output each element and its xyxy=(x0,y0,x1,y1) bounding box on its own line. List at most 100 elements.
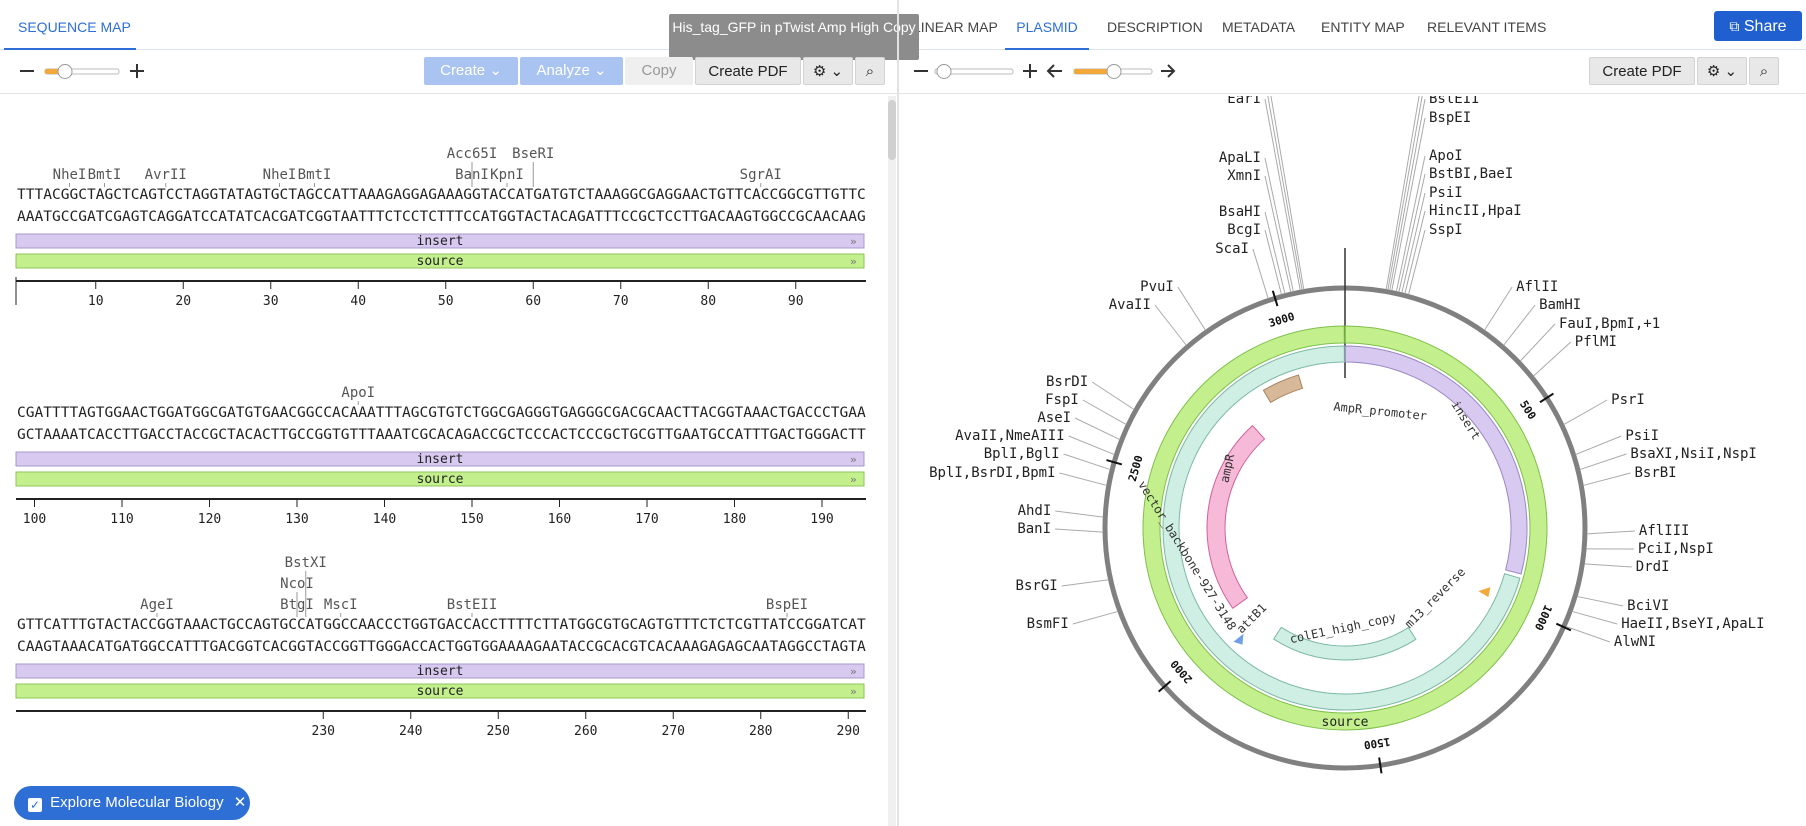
sequence-bottom-strand[interactable]: AAATGCCGATCGAGTCAGGATCCATATCACGATCGGTAAT… xyxy=(17,209,866,225)
sequence-scrollbar[interactable] xyxy=(888,96,896,826)
share-button[interactable]: ⧉ Share xyxy=(1714,11,1802,41)
checkbox-icon[interactable]: ✓ xyxy=(28,798,42,812)
settings-button[interactable]: ⚙ ⌄ xyxy=(1697,57,1747,85)
scroll-thumb[interactable] xyxy=(888,100,896,160)
close-icon[interactable]: ✕ xyxy=(233,794,247,811)
plasmid-enzyme-label[interactable]: SspI xyxy=(1429,222,1463,238)
enzyme-label[interactable]: Acc65I xyxy=(447,146,498,162)
tab-plasmid[interactable]: PLASMID xyxy=(1005,0,1089,50)
copy-button[interactable]: Copy xyxy=(625,57,693,85)
plasmid-enzyme-label[interactable]: AseI xyxy=(1037,410,1071,426)
plasmid-enzyme-label[interactable]: BciVI xyxy=(1627,598,1669,614)
zoom-in-icon[interactable] xyxy=(130,64,144,78)
explore-molecular-biology-chip[interactable]: ✓ Explore Molecular Biology ✕ xyxy=(14,786,250,820)
plasmid-enzyme-label[interactable]: PvuI xyxy=(1140,279,1174,295)
tab-linear-map[interactable]: LINEAR MAP xyxy=(913,19,998,35)
enzyme-label[interactable]: BstXI xyxy=(285,555,327,571)
feature-source[interactable] xyxy=(1142,325,1548,731)
plasmid-enzyme-label[interactable]: BsrDI xyxy=(1046,374,1088,390)
create-button[interactable]: Create ⌄ xyxy=(424,57,518,85)
sequence-top-strand[interactable]: GTTCATTTGTACTACCGGTAAACTGCCAGTGCCATGGCCA… xyxy=(17,617,866,633)
arrow-left-icon[interactable] xyxy=(1046,64,1062,78)
enzyme-label[interactable]: MscI xyxy=(324,597,358,613)
plasmid-zoom-slider[interactable] xyxy=(934,64,1014,79)
enzyme-label[interactable]: AvrII xyxy=(145,167,187,183)
zoom-in-icon[interactable] xyxy=(1023,64,1037,78)
plasmid-enzyme-label[interactable]: BplI,BsrDI,BpmI xyxy=(929,465,1055,481)
plasmid-enzyme-label[interactable]: ApoI xyxy=(1429,148,1463,164)
plasmid-enzyme-label[interactable]: PsrI xyxy=(1611,392,1645,408)
enzyme-label[interactable]: NheI xyxy=(53,167,87,183)
plasmid-enzyme-label[interactable]: PsiI xyxy=(1429,185,1463,201)
feature-insert[interactable] xyxy=(1344,345,1528,575)
feature-source[interactable] xyxy=(15,683,865,699)
enzyme-label[interactable]: BstEII xyxy=(447,597,498,613)
feature-ampR[interactable] xyxy=(1206,424,1266,609)
plasmid-enzyme-label[interactable]: EarI xyxy=(1227,96,1261,107)
enzyme-label[interactable]: NcoI xyxy=(280,576,314,592)
plasmid-enzyme-label[interactable]: AflIII xyxy=(1639,523,1690,539)
plasmid-enzyme-label[interactable]: BsrGI xyxy=(1016,578,1058,594)
plasmid-enzyme-label[interactable]: PciI,NspI xyxy=(1638,541,1714,557)
plasmid-enzyme-label[interactable]: HaeII,BseYI,ApaLI xyxy=(1621,616,1764,632)
rotation-slider[interactable] xyxy=(1073,64,1153,79)
plasmid-enzyme-label[interactable]: PsiI xyxy=(1625,428,1659,444)
tab-relevant-items[interactable]: RELEVANT ITEMS xyxy=(1427,19,1547,35)
feature-attB1[interactable] xyxy=(1233,633,1244,645)
tab-description[interactable]: DESCRIPTION xyxy=(1107,19,1203,35)
feature-source[interactable] xyxy=(15,471,865,487)
plasmid-enzyme-label[interactable]: AvaII,NmeAIII xyxy=(955,428,1065,444)
plasmid-enzyme-label[interactable]: BcgI xyxy=(1227,222,1261,238)
search-button[interactable]: ⌕ xyxy=(855,57,885,85)
feature-insert[interactable] xyxy=(15,663,865,679)
feature-m13-reverse[interactable] xyxy=(1478,587,1491,598)
plasmid-enzyme-label[interactable]: AhdI xyxy=(1018,503,1052,519)
plasmid-enzyme-label[interactable]: BsrBI xyxy=(1634,465,1676,481)
search-button[interactable]: ⌕ xyxy=(1749,57,1779,85)
plasmid-enzyme-label[interactable]: BspEI xyxy=(1429,110,1471,126)
enzyme-label[interactable]: BmtI xyxy=(298,167,332,183)
sequence-top-strand[interactable]: CGATTTTAGTGGAACTGGATGGCGATGTGAACGGCCACAA… xyxy=(17,405,866,421)
enzyme-label[interactable]: BseRI xyxy=(512,146,554,162)
zoom-slider[interactable] xyxy=(44,64,120,79)
plasmid-enzyme-label[interactable]: BamHI xyxy=(1539,297,1581,313)
analyze-button[interactable]: Analyze ⌄ xyxy=(520,57,623,85)
plasmid-enzyme-label[interactable]: HincII,HpaI xyxy=(1429,203,1522,219)
plasmid-enzyme-label[interactable]: AlwNI xyxy=(1614,634,1656,650)
arrow-right-icon[interactable] xyxy=(1161,64,1176,78)
feature-colE1[interactable] xyxy=(1272,626,1417,661)
feature-vector-backbone[interactable] xyxy=(1162,345,1521,711)
enzyme-label[interactable]: KpnI xyxy=(490,167,524,183)
feature-insert[interactable] xyxy=(15,233,865,249)
plasmid-enzyme-label[interactable]: BstBI,BaeI xyxy=(1429,166,1513,182)
plasmid-enzyme-label[interactable]: FauI,BpmI,+1 xyxy=(1559,316,1660,332)
enzyme-label[interactable]: ApoI xyxy=(341,385,375,401)
plasmid-enzyme-label[interactable]: BsmFI xyxy=(1027,616,1069,632)
create-pdf-button[interactable]: Create PDF xyxy=(695,57,801,85)
panel-divider[interactable] xyxy=(897,0,899,826)
enzyme-label[interactable]: AgeI xyxy=(140,597,174,613)
plasmid-enzyme-label[interactable]: FspI xyxy=(1045,392,1079,408)
plasmid-enzyme-label[interactable]: DrdI xyxy=(1636,559,1670,575)
tab-metadata[interactable]: METADATA xyxy=(1222,19,1296,35)
feature-source[interactable] xyxy=(15,253,865,269)
enzyme-label[interactable]: BmtI xyxy=(88,167,122,183)
plasmid-enzyme-label[interactable]: BplI,BglI xyxy=(984,446,1060,462)
sequence-top-strand[interactable]: TTTACGGCTAGCTCAGTCCTAGGTATAGTGCTAGCCATTA… xyxy=(17,187,866,203)
tab-sequence-map[interactable]: SEQUENCE MAP xyxy=(4,0,136,50)
feature-ampR-promoter[interactable] xyxy=(1262,374,1304,404)
plasmid-enzyme-label[interactable]: BstEII xyxy=(1429,96,1480,107)
plasmid-enzyme-label[interactable]: BsaXI,NsiI,NspI xyxy=(1630,446,1756,462)
tab-entity-map[interactable]: ENTITY MAP xyxy=(1321,19,1405,35)
enzyme-label[interactable]: BspEI xyxy=(766,597,808,613)
enzyme-label[interactable]: NheI xyxy=(263,167,297,183)
plasmid-enzyme-label[interactable]: AvaII xyxy=(1109,297,1151,313)
plasmid-enzyme-label[interactable]: XmnI xyxy=(1227,168,1261,184)
plasmid-enzyme-label[interactable]: BanI xyxy=(1017,521,1051,537)
enzyme-label[interactable]: SgrAI xyxy=(740,167,782,183)
create-pdf-button[interactable]: Create PDF xyxy=(1589,57,1695,85)
plasmid-enzyme-label[interactable]: AflII xyxy=(1516,279,1558,295)
plasmid-enzyme-label[interactable]: BsaHI xyxy=(1219,204,1261,220)
sequence-bottom-strand[interactable]: CAAGTAAACATGATGGCCATTTGACGGTCACGGTACCGGT… xyxy=(17,639,866,655)
plasmid-enzyme-label[interactable]: ScaI xyxy=(1215,241,1249,257)
